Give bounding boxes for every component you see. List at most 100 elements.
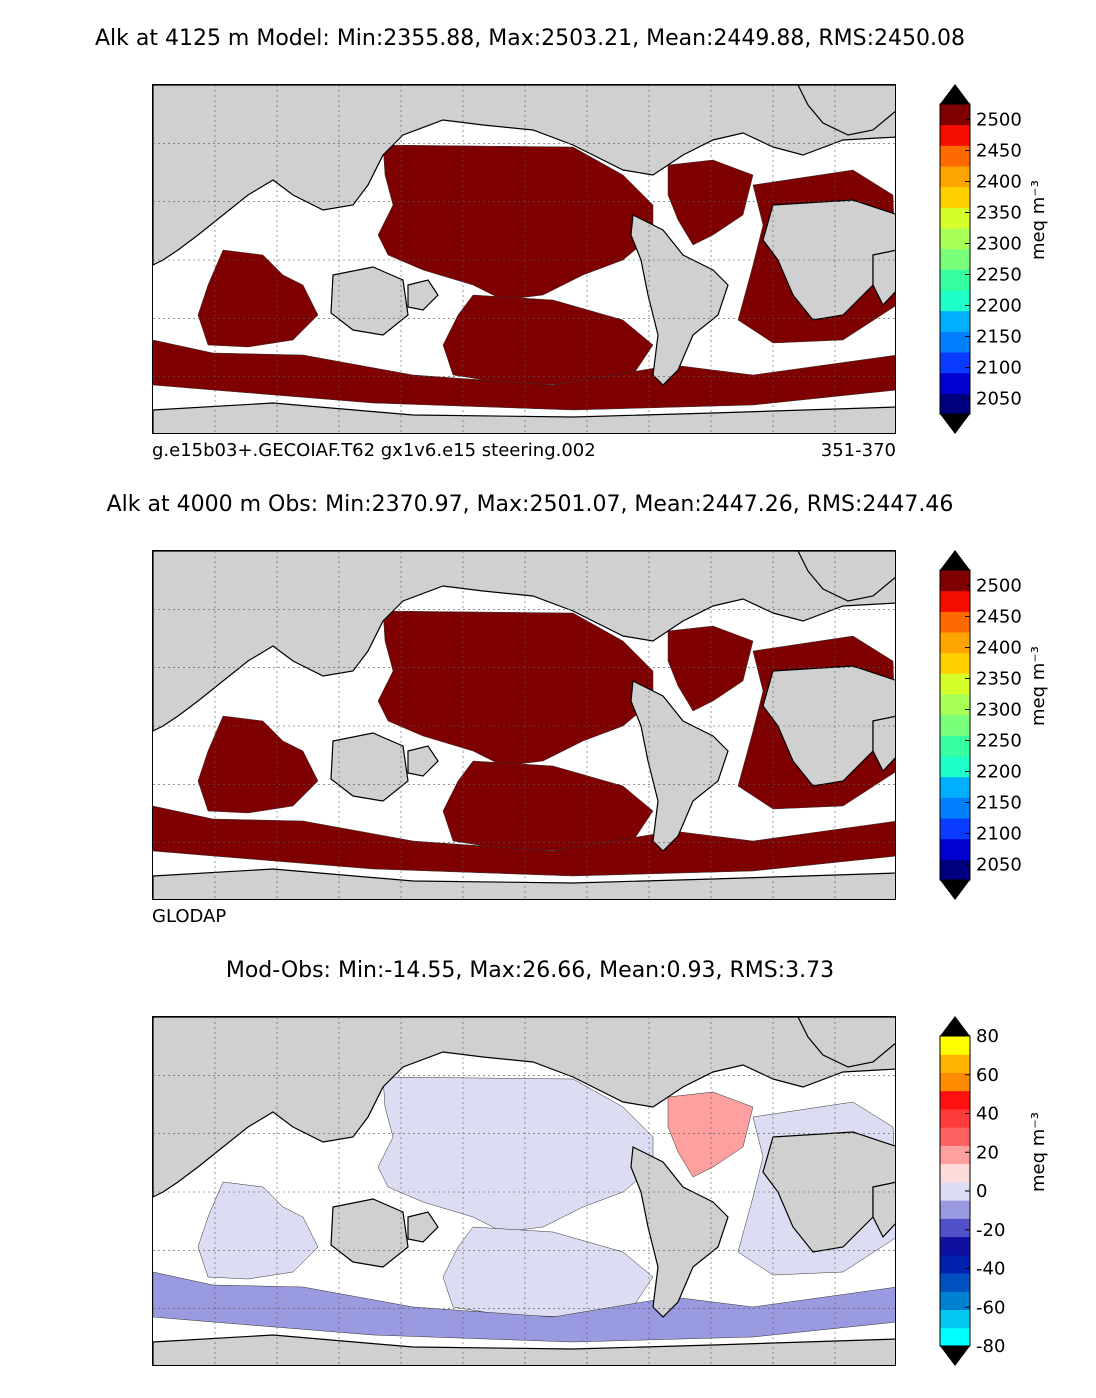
colorbar-tick-label: 2500 — [976, 576, 1022, 597]
obs-colorbar: 2050 2100 2150 2200 2250 2300 2350 2400 2450 2500 — [939, 550, 1060, 904]
land-mass-5 — [330, 1198, 409, 1268]
colorbar-swatch — [940, 104, 970, 126]
colorbar-tick-label: 60 — [976, 1065, 999, 1086]
region-indian — [197, 715, 319, 814]
colorbar-extend-top — [940, 1016, 970, 1036]
colorbar-tick-label: 2350 — [976, 203, 1022, 224]
colorbar-extend-bottom — [940, 414, 970, 434]
diff-panel-title: Mod-Obs: Min:-14.55, Max:26.66, Mean:0.9… — [225, 958, 835, 983]
colorbar-swatch — [940, 1327, 970, 1347]
obs-panel: Alk at 4000 m Obs: Min:2370.97, Max:2501… — [0, 492, 1096, 932]
land-mass-0 — [153, 85, 895, 266]
region-north-pacific — [377, 144, 654, 301]
colorbar-tick-label: 2300 — [976, 700, 1022, 721]
colorbar-swatch — [940, 1218, 970, 1238]
region-north-pacific — [377, 610, 654, 767]
region-southern-ocean — [153, 1271, 895, 1343]
colorbar-swatch — [940, 1090, 970, 1110]
land-mass-6 — [407, 745, 439, 777]
colorbar-swatch — [940, 207, 970, 229]
colorbar-swatch — [940, 1309, 970, 1329]
obs-source-label: GLODAP — [152, 906, 227, 927]
colorbar-swatch — [940, 1108, 970, 1128]
colorbar-swatch — [940, 372, 970, 394]
colorbar-swatch — [940, 310, 970, 332]
model-run-label: g.e15b03+.GECOIAF.T62 gx1v6.e15 steering… — [152, 440, 596, 461]
colorbar-tick-label: 2300 — [976, 234, 1022, 255]
region-north-atlantic — [667, 625, 754, 712]
obs-map — [152, 550, 896, 900]
colorbar-swatch — [940, 590, 970, 612]
land-mass-2 — [630, 680, 729, 852]
colorbar-swatch — [940, 186, 970, 208]
colorbar-extend-bottom — [940, 880, 970, 900]
colorbar-swatch — [940, 1145, 970, 1165]
colorbar-tick-label: 2200 — [976, 762, 1022, 783]
colorbar-swatch — [940, 1254, 970, 1274]
colorbar-swatch — [940, 1163, 970, 1183]
colorbar-swatch — [940, 735, 970, 757]
colorbar-tick-label: 2050 — [976, 855, 1022, 876]
colorbar-tick-label: -40 — [976, 1259, 1005, 1280]
land-mass-2 — [630, 214, 729, 386]
region-north-atlantic — [667, 159, 754, 246]
colorbar-swatch — [940, 1200, 970, 1219]
colorbar-tick-label: 2450 — [976, 141, 1022, 162]
colorbar-tick-label: -20 — [976, 1220, 1005, 1241]
obs-panel-title: Alk at 4000 m Obs: Min:2370.97, Max:2501… — [106, 492, 954, 517]
colorbar-swatch — [940, 673, 970, 695]
colorbar-swatch — [940, 694, 970, 716]
colorbar-tick-label: -60 — [976, 1297, 1005, 1318]
colorbar-tick-label: -80 — [976, 1336, 1005, 1357]
colorbar-swatch — [940, 776, 970, 798]
colorbar-extend-top — [940, 84, 970, 104]
colorbar-swatch — [940, 290, 970, 312]
colorbar-swatch — [940, 652, 970, 674]
colorbar-outline — [939, 103, 971, 415]
colorbar-tick-label: 2100 — [976, 358, 1022, 379]
land-mass-5 — [330, 732, 409, 802]
colorbar-tick-label: 2200 — [976, 296, 1022, 317]
land-mass-1 — [797, 1017, 895, 1068]
land-mass-7 — [153, 402, 895, 433]
colorbar-swatch — [940, 1236, 970, 1256]
model-years-label: 351-370 — [820, 440, 896, 461]
diff-panel: Mod-Obs: Min:-14.55, Max:26.66, Mean:0.9… — [0, 958, 1096, 1398]
model-panel-title: Alk at 4125 m Model: Min:2355.88, Max:25… — [94, 26, 966, 51]
land-mass-2 — [630, 1146, 729, 1318]
colorbar-swatch — [940, 331, 970, 353]
land-mass-6 — [407, 1211, 439, 1243]
colorbar-outline — [939, 569, 971, 881]
colorbar-tick-label: 2150 — [976, 327, 1022, 348]
model-colorbar: 2050 2100 2150 2200 2250 2300 2350 2400 2450 2500 — [939, 84, 1060, 438]
colorbar-swatch — [940, 1127, 970, 1146]
colorbar-tick-label: 40 — [976, 1104, 999, 1125]
obs-colorbar-label: meq m⁻³ — [1028, 645, 1049, 726]
colorbar-swatch — [940, 1291, 970, 1311]
region-southern-ocean — [153, 339, 895, 411]
land-mass-5 — [330, 266, 409, 336]
colorbar-swatch — [940, 1273, 970, 1292]
colorbar-swatch — [940, 352, 970, 374]
land-mass-1 — [797, 85, 895, 136]
region-indian — [197, 1181, 319, 1280]
land-mass-7 — [153, 1334, 895, 1365]
colorbar-extend-bottom — [940, 1346, 970, 1366]
model-colorbar-label: meq m⁻³ — [1028, 179, 1049, 260]
colorbar-swatch — [940, 1054, 970, 1073]
land-mass-4 — [872, 1181, 895, 1239]
diff-colorbar: -80 -60 -40 -20 0 20 40 60 80 — [939, 1016, 1060, 1370]
colorbar-swatch — [940, 228, 970, 250]
colorbar-tick-label: 2450 — [976, 607, 1022, 628]
colorbar-swatch — [940, 756, 970, 778]
colorbar-tick-label: 2400 — [976, 638, 1022, 659]
colorbar-tick-label: 80 — [976, 1026, 999, 1047]
colorbar-tick-label: 2100 — [976, 824, 1022, 845]
colorbar-swatch — [940, 570, 970, 592]
colorbar-swatch — [940, 1072, 970, 1092]
land-mass-1 — [797, 551, 895, 602]
region-north-atlantic — [667, 1091, 754, 1178]
land-mass-6 — [407, 279, 439, 311]
land-mass-4 — [872, 715, 895, 773]
diff-colorbar-label: meq m⁻³ — [1028, 1111, 1049, 1192]
